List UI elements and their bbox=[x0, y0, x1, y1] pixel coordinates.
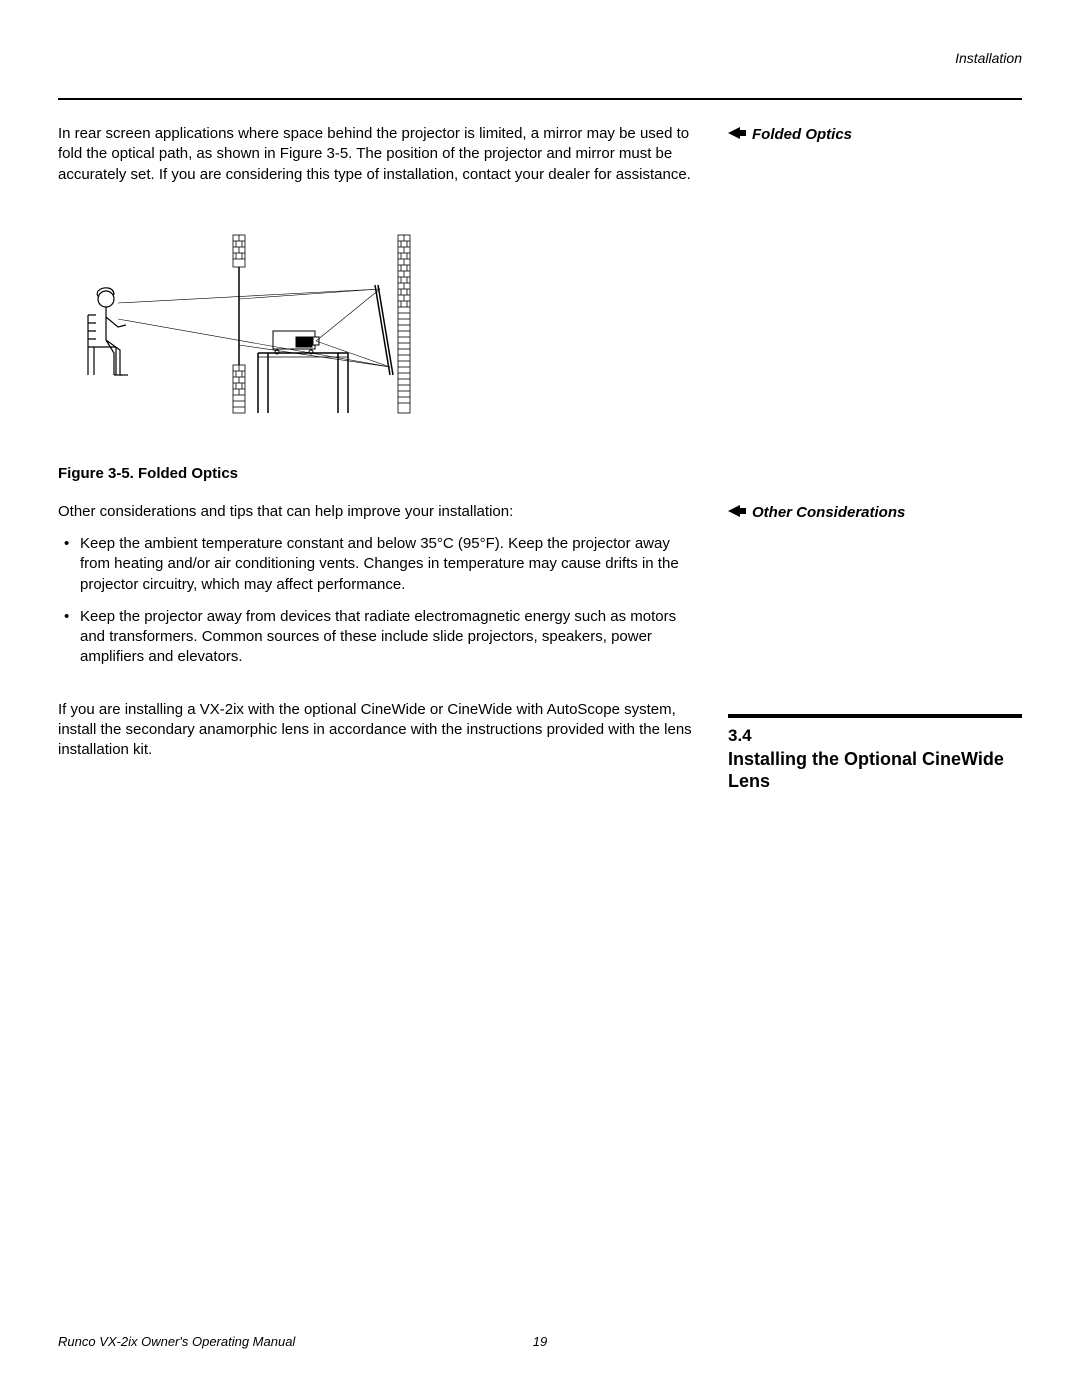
folded-optics-paragraph: In rear screen applications where space … bbox=[58, 124, 698, 185]
footer-page-number: 19 bbox=[533, 1334, 547, 1349]
folded-optics-diagram bbox=[58, 225, 458, 445]
other-considerations-side-label: Other Considerations bbox=[728, 504, 1022, 521]
section-number: 3.4 bbox=[728, 726, 1022, 746]
section-heading-block: 3.4 Installing the Optional CineWide Len… bbox=[728, 714, 1022, 793]
other-considerations-intro: Other considerations and tips that can h… bbox=[58, 502, 698, 522]
side-label-text: Other Considerations bbox=[752, 504, 905, 521]
section-rule bbox=[728, 714, 1022, 718]
footer-manual-title: Runco VX-2ix Owner's Operating Manual bbox=[58, 1334, 295, 1349]
page-footer: Runco VX-2ix Owner's Operating Manual 19 bbox=[58, 1334, 1022, 1349]
arrow-left-icon bbox=[728, 126, 746, 143]
figure-caption: Figure 3-5. Folded Optics bbox=[58, 465, 1022, 482]
folded-optics-side-label: Folded Optics bbox=[728, 126, 1022, 143]
section-title: Installing the Optional CineWide Lens bbox=[728, 748, 1022, 793]
list-item: Keep the projector away from devices tha… bbox=[58, 607, 698, 668]
cinewide-paragraph: If you are installing a VX-2ix with the … bbox=[58, 700, 698, 761]
side-label-text: Folded Optics bbox=[752, 126, 852, 143]
arrow-left-icon bbox=[728, 504, 746, 521]
other-considerations-list: Keep the ambient temperature constant an… bbox=[58, 534, 698, 668]
list-item: Keep the ambient temperature constant an… bbox=[58, 534, 698, 595]
header-rule bbox=[58, 98, 1022, 100]
header-section-label: Installation bbox=[58, 50, 1022, 66]
